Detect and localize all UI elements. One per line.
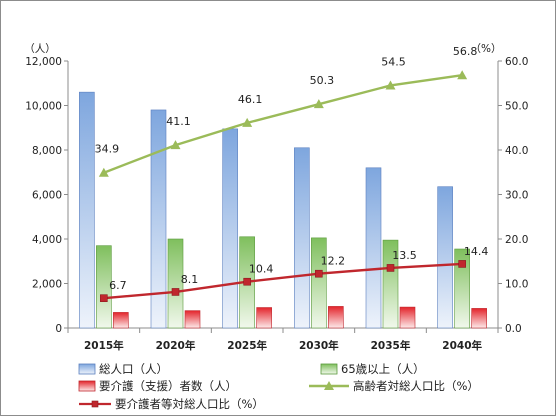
y-right-tick-label: 50.0: [505, 101, 528, 113]
marker-care-ratio: [458, 260, 466, 268]
data-label-elderly-ratio: 34.9: [95, 143, 120, 156]
bar-care-needed: [256, 307, 272, 329]
bar-care-needed: [471, 308, 487, 329]
y-left-tick-label: 6,000: [32, 190, 62, 202]
x-tick-label: 2040年: [442, 339, 482, 352]
legend-label-care-ratio: 要介護者等対総人口比（%）: [115, 397, 264, 411]
x-tick-label: 2020年: [156, 339, 196, 352]
data-label-elderly-ratio: 54.5: [381, 55, 406, 68]
y-right-unit-label: （%）: [471, 43, 502, 55]
y-left-tick-label: 12,000: [25, 56, 62, 68]
marker-elderly-ratio: [170, 140, 181, 150]
bar-65-plus: [382, 239, 399, 329]
marker-care-ratio: [100, 294, 108, 302]
bar-65-plus: [167, 238, 184, 329]
x-tick-label: 2025年: [227, 339, 267, 352]
bar-care-needed: [399, 306, 416, 329]
y-right-tick-label: 40.0: [505, 145, 528, 157]
legend-label-care-needed: 要介護（支援）者数（人）: [99, 379, 237, 393]
data-label-care-ratio: 13.5: [392, 249, 417, 262]
axes: 0 2,000 4,000 6,000 8,000 10,000 12,000 0.0 10.0…: [25, 56, 528, 352]
legend: 総人口（人） 65歳以上（人） 要介護（支援）者数（人） 高齢者対総人口比（%）…: [78, 362, 479, 411]
y-left-tick-label: 10,000: [25, 101, 62, 113]
y-left-tick-label: 2,000: [32, 279, 62, 291]
line-elderly-ratio: [103, 74, 463, 174]
x-tick-label: 2015年: [84, 339, 124, 352]
y-right-tick-label: 30.0: [505, 190, 528, 202]
bars: [79, 91, 487, 329]
legend-swatch-care-needed: [78, 380, 96, 392]
data-label-care-ratio: 14.4: [464, 245, 489, 258]
data-labels: 34.9 41.1 46.1 50.3 54.5 56.8 6.7 8.1 10.4 12.2 13…: [95, 45, 489, 292]
marker-care-ratio: [386, 264, 395, 272]
bar-total-population: [437, 186, 453, 329]
marker-elderly-ratio: [457, 70, 468, 80]
data-label-elderly-ratio: 56.8: [453, 45, 478, 58]
bar-65-plus: [96, 245, 112, 329]
y-right-tick-label: 0.0: [505, 323, 522, 335]
y-left-unit-label: （人）: [24, 43, 56, 55]
legend-item-65-plus: 65歳以上（人）: [320, 362, 425, 376]
legend-marker-care-ratio: [91, 400, 99, 408]
line-care-ratio: [103, 262, 463, 300]
legend-marker-elderly-ratio: [324, 381, 334, 390]
legend-label-total-population: 総人口（人）: [99, 362, 168, 376]
legend-item-elderly-ratio: 高齢者対総人口比（%）: [309, 379, 479, 393]
bar-care-needed: [184, 310, 201, 329]
legend-item-care-needed: 要介護（支援）者数（人）: [78, 379, 237, 393]
legend-swatch-65-plus: [320, 363, 338, 375]
data-label-care-ratio: 12.2: [321, 255, 346, 268]
legend-label-65-plus: 65歳以上（人）: [341, 362, 425, 376]
y-right-tick-label: 60.0: [505, 56, 528, 68]
lines: [98, 70, 468, 302]
y-right-tick-label: 10.0: [505, 279, 528, 291]
bar-65-plus: [454, 248, 470, 329]
marker-elderly-ratio: [242, 117, 253, 127]
bar-total-population: [365, 167, 382, 329]
data-label-elderly-ratio: 46.1: [238, 93, 263, 106]
marker-elderly-ratio: [313, 99, 324, 109]
legend-item-total-population: 総人口（人）: [78, 362, 168, 376]
bar-care-needed: [328, 306, 344, 329]
legend-item-care-ratio: 要介護者等対総人口比（%）: [79, 397, 264, 411]
marker-care-ratio: [171, 288, 180, 296]
data-label-elderly-ratio: 50.3: [310, 74, 335, 87]
y-left-tick-label: 4,000: [32, 234, 62, 246]
bar-total-population: [79, 91, 95, 329]
y-right-tick-label: 20.0: [505, 234, 528, 246]
data-label-elderly-ratio: 41.1: [166, 115, 191, 128]
marker-elderly-ratio: [98, 167, 109, 177]
legend-label-elderly-ratio: 高齢者対総人口比（%）: [353, 379, 479, 393]
y-left-tick-label: 0: [55, 323, 62, 335]
bar-total-population: [294, 147, 310, 329]
y-left-tick-label: 8,000: [32, 145, 62, 157]
marker-care-ratio: [315, 269, 323, 278]
marker-elderly-ratio: [385, 80, 396, 90]
bar-65-plus: [311, 237, 327, 329]
x-tick-label: 2035年: [371, 339, 411, 352]
x-tick-label: 2030年: [299, 339, 339, 352]
bar-total-population: [150, 109, 167, 329]
data-label-care-ratio: 6.7: [109, 279, 127, 292]
legend-swatch-total-population: [78, 363, 96, 375]
data-label-care-ratio: 8.1: [181, 273, 199, 286]
bar-care-needed: [113, 312, 129, 329]
data-label-care-ratio: 10.4: [249, 263, 274, 276]
marker-care-ratio: [243, 277, 251, 286]
bar-total-population: [222, 128, 238, 329]
